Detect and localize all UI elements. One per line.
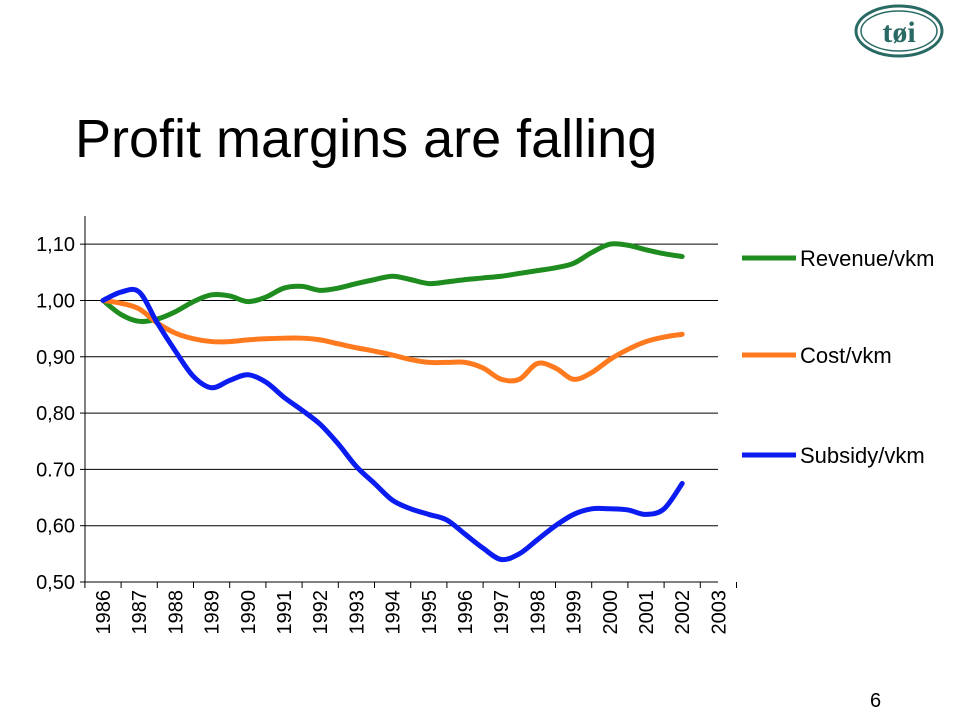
x-tick-label: 2000 <box>600 590 622 635</box>
legend-label-cost-vkm: Cost/vkm <box>800 343 892 368</box>
x-tick-label: 2001 <box>636 590 658 635</box>
legend-label-revenue-vkm: Revenue/vkm <box>800 246 935 271</box>
slide-title: Profit margins are falling <box>75 109 658 169</box>
x-tick-label: 1989 <box>202 590 224 635</box>
x-tick-label: 1993 <box>346 590 368 635</box>
x-tick-label: 1996 <box>455 590 477 635</box>
x-tick-label: 1998 <box>527 590 549 635</box>
y-tick-label: 0,80 <box>36 403 75 425</box>
x-tick-label: 1999 <box>564 590 586 635</box>
x-tick-label: 1986 <box>93 590 115 635</box>
x-tick-label: 1988 <box>165 590 187 635</box>
y-tick-label: 1,00 <box>36 290 75 312</box>
series-line-subsidy-vkm <box>100 286 685 563</box>
x-tick-label: 2002 <box>672 590 694 635</box>
series-line-revenue-vkm <box>100 241 685 324</box>
y-tick-label: 1,10 <box>36 234 75 256</box>
logo-text: tøi <box>882 16 915 49</box>
x-tick-label: 1990 <box>238 590 260 635</box>
x-tick-label: 1994 <box>383 590 405 635</box>
x-tick-label: 1995 <box>419 590 441 635</box>
y-tick-label: 0,90 <box>36 347 75 369</box>
y-tick-label: 0,60 <box>36 516 75 538</box>
x-tick-label: 2003 <box>708 590 730 635</box>
series-line-cost-vkm <box>100 297 685 384</box>
page-number: 6 <box>870 690 882 712</box>
y-tick-label: 0.70 <box>36 459 75 481</box>
legend-label-subsidy-vkm: Subsidy/vkm <box>800 443 925 468</box>
x-tick-label: 1992 <box>310 590 332 635</box>
toi-logo: tøi <box>854 4 944 58</box>
x-tick-label: 1991 <box>274 590 296 635</box>
x-tick-label: 1987 <box>129 590 151 635</box>
y-tick-label: 0,50 <box>36 572 75 594</box>
x-tick-label: 1997 <box>491 590 513 635</box>
